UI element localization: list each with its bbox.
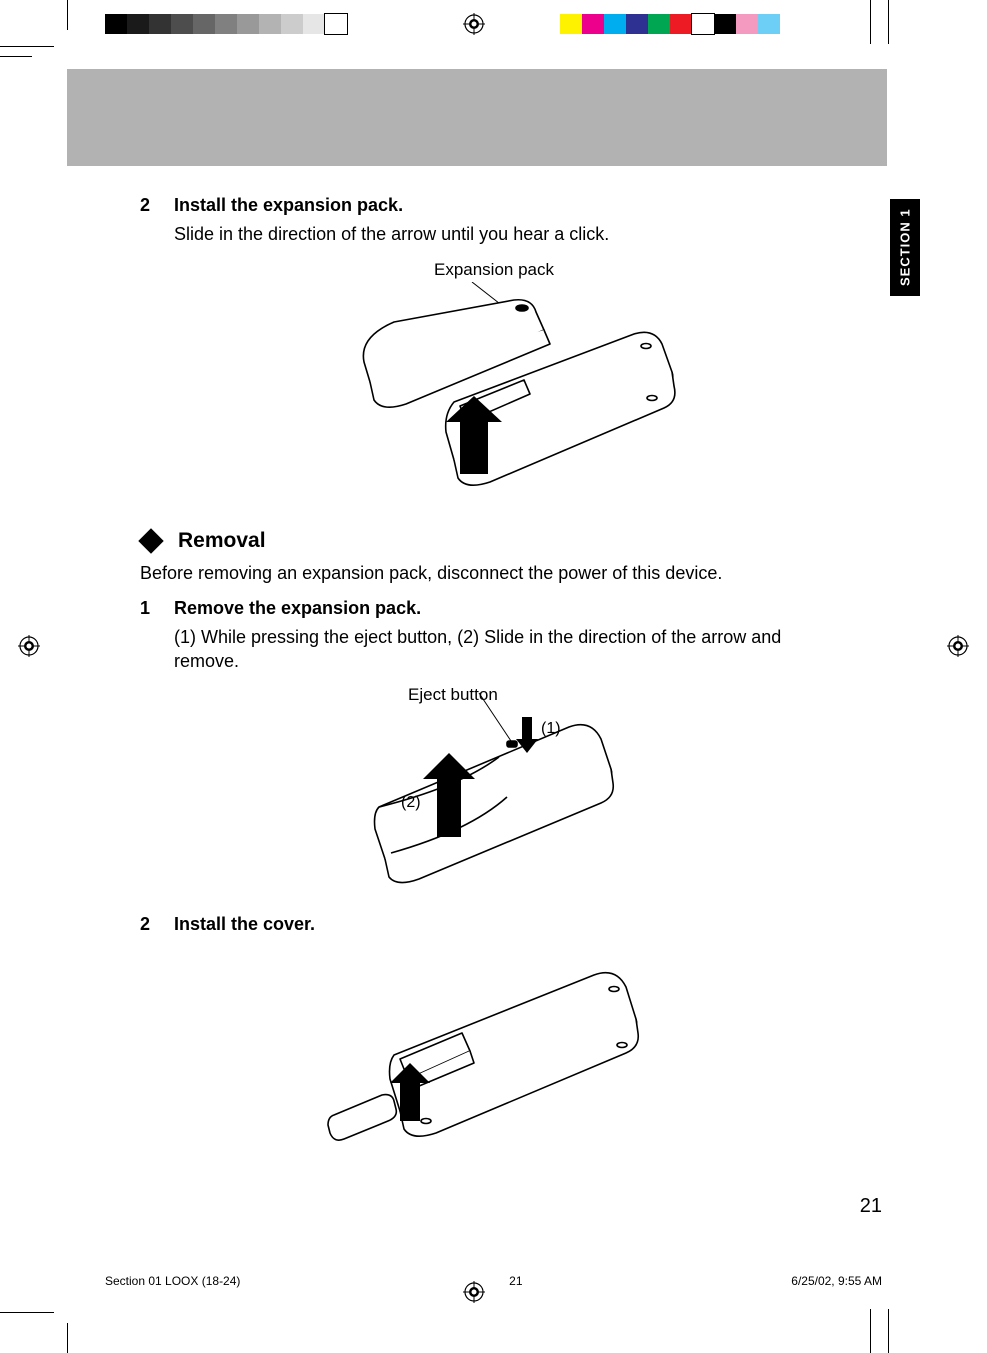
step-title: Install the cover.: [174, 914, 315, 935]
cover-diagram-icon: [304, 945, 664, 1145]
grayscale-swatch: [193, 14, 215, 34]
figure-marker: (1): [541, 720, 561, 737]
page-body: 2 Install the expansion pack. Slide in t…: [140, 195, 828, 1172]
registration-target-icon: [947, 635, 969, 657]
figure-marker: (2): [401, 794, 421, 811]
color-swatch: [758, 14, 780, 34]
step-title: Install the expansion pack.: [174, 195, 403, 216]
grayscale-swatch: [237, 14, 259, 34]
crop-mark: [67, 1323, 68, 1353]
color-strip: [560, 14, 780, 34]
figure-remove-expansion-pack: (1) (2) Eject button: [140, 687, 828, 892]
figure-callout-label: Eject button: [408, 685, 498, 705]
color-swatch: [714, 14, 736, 34]
header-band: [67, 69, 887, 166]
crop-mark: [0, 46, 54, 47]
step-description: (1) While pressing the eject button, (2)…: [174, 625, 828, 674]
diamond-bullet-icon: [138, 529, 163, 554]
step-row: 2 Install the expansion pack.: [140, 195, 828, 216]
color-swatch: [736, 14, 758, 34]
crop-mark: [0, 1312, 54, 1313]
step-number: 2: [140, 195, 174, 216]
figure-install-cover: [140, 945, 828, 1150]
figure-install-expansion-pack: Expansion pack: [140, 260, 828, 507]
figure-callout-label: Expansion pack: [160, 260, 828, 280]
subsection-heading-row: Removal: [140, 529, 828, 553]
subsection-heading: Removal: [178, 529, 266, 553]
registration-target-icon: [18, 635, 40, 657]
step-description: Slide in the direction of the arrow unti…: [174, 222, 828, 246]
registration-target-icon: [463, 13, 485, 35]
registration-target-icon: [463, 1281, 485, 1303]
grayscale-swatch: [171, 14, 193, 34]
section-tab: SECTION 1: [890, 199, 920, 296]
grayscale-swatch: [259, 14, 281, 34]
crop-mark: [888, 0, 889, 44]
expansion-pack-diagram-icon: [274, 282, 694, 502]
color-swatch: [604, 14, 626, 34]
step-row: 1 Remove the expansion pack.: [140, 598, 828, 619]
grayscale-swatch: [149, 14, 171, 34]
paragraph: Before removing an expansion pack, disco…: [140, 561, 828, 585]
grayscale-swatch: [105, 14, 127, 34]
color-swatch: [582, 14, 604, 34]
grayscale-swatch: [127, 14, 149, 34]
color-swatch: [560, 14, 582, 34]
grayscale-swatch: [325, 14, 347, 34]
step-number: 2: [140, 914, 174, 935]
color-swatch: [692, 14, 714, 34]
step-number: 1: [140, 598, 174, 619]
footer-slug: Section 01 LOOX (18-24) 21 6/25/02, 9:55…: [105, 1274, 882, 1288]
crop-mark: [888, 1309, 889, 1353]
color-swatch: [626, 14, 648, 34]
grayscale-swatch: [303, 14, 325, 34]
color-swatch: [670, 14, 692, 34]
crop-mark: [67, 0, 68, 30]
eject-diagram-icon: (1) (2): [319, 687, 649, 887]
footer-page: 21: [509, 1274, 522, 1288]
page-number: 21: [860, 1195, 882, 1218]
printer-registration-bar: [0, 14, 987, 40]
grayscale-strip: [105, 14, 347, 34]
grayscale-swatch: [215, 14, 237, 34]
crop-mark: [870, 0, 871, 44]
step-row: 2 Install the cover.: [140, 914, 828, 935]
crop-mark: [870, 1309, 871, 1353]
crop-mark: [0, 56, 32, 57]
footer-doc-name: Section 01 LOOX (18-24): [105, 1274, 240, 1288]
grayscale-swatch: [281, 14, 303, 34]
color-swatch: [648, 14, 670, 34]
footer-timestamp: 6/25/02, 9:55 AM: [791, 1274, 882, 1288]
step-title: Remove the expansion pack.: [174, 598, 421, 619]
